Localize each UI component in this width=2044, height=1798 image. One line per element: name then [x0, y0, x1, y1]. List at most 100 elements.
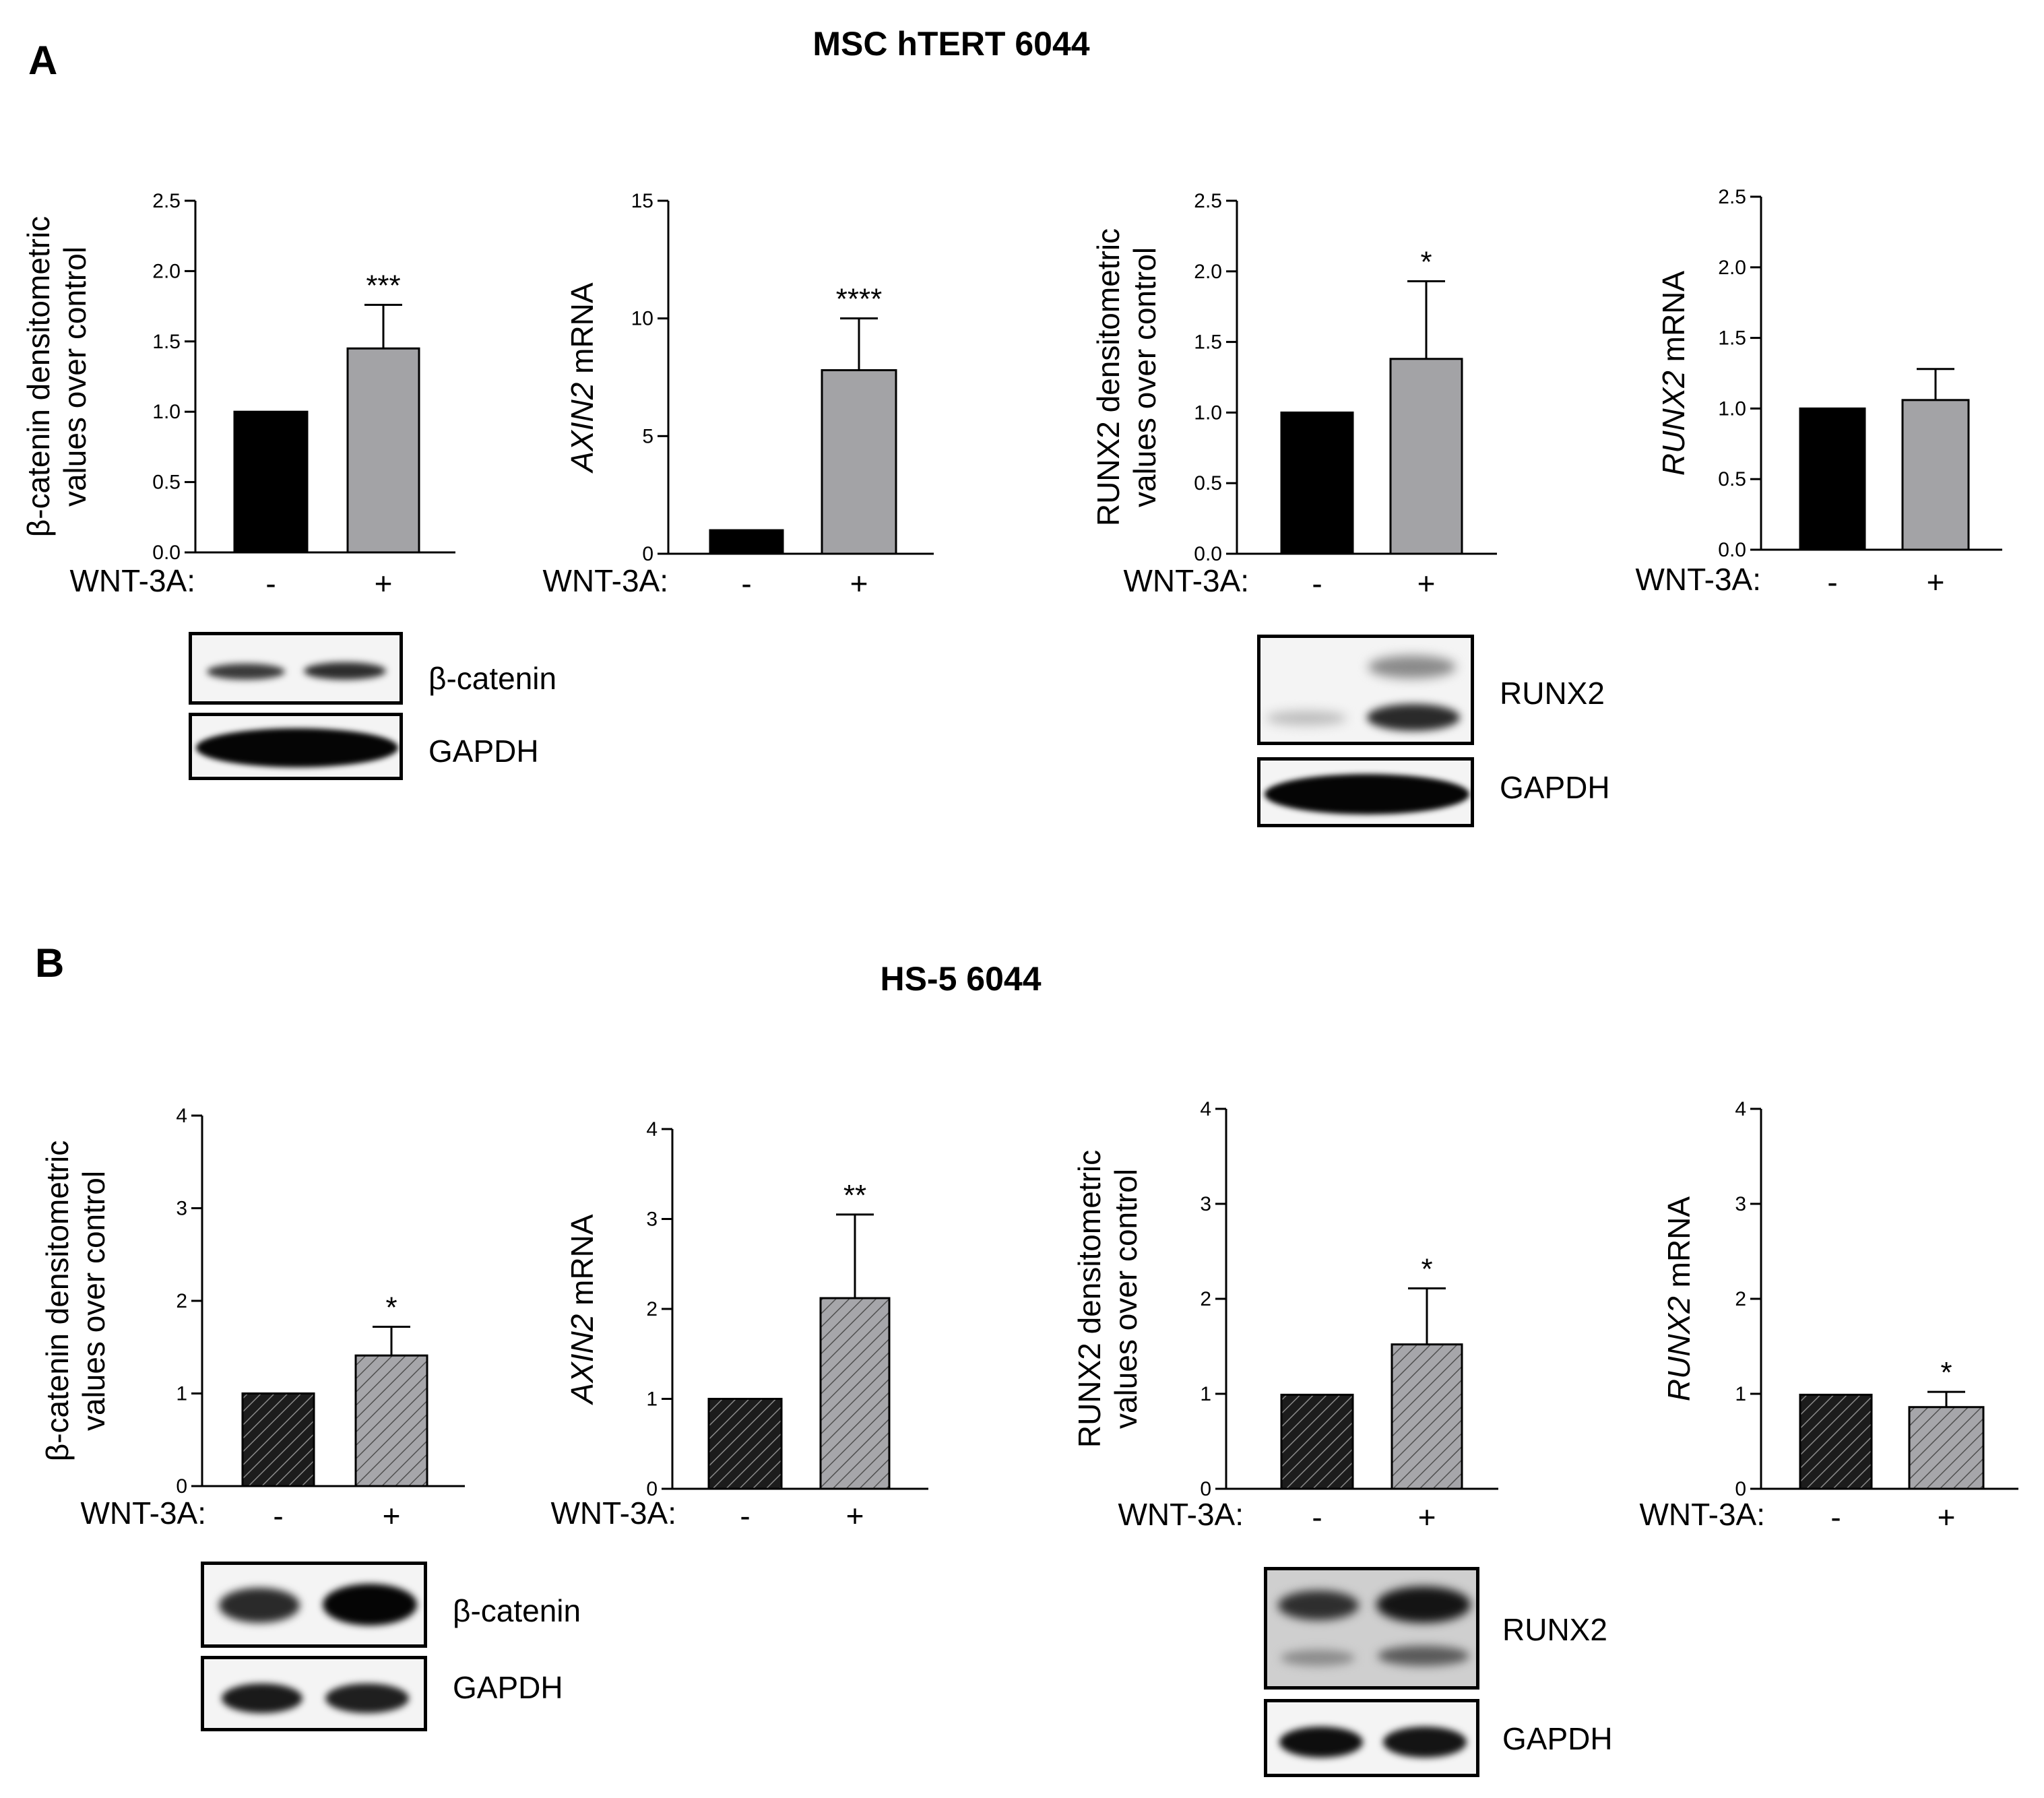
y-tick-label: 3 [1735, 1193, 1746, 1215]
bar-treated [1389, 358, 1463, 555]
y-axis-label: AXIN2 mRNA [565, 1214, 600, 1405]
y-tick-label: 0 [1735, 1478, 1746, 1500]
chart-3: 0.0 0.5 1.0 1.5 2.0 2.5 - * + WNT-3A: RUNX2 densit… [1091, 190, 1497, 601]
y-axis-label-gene: AXIN2 [565, 1314, 600, 1406]
blot-band [304, 662, 386, 680]
blot-band [1368, 655, 1456, 678]
y-tick-label: 0 [1200, 1478, 1211, 1500]
blot-label: GAPDH [1502, 1721, 1613, 1756]
blot-band-box [1264, 1699, 1479, 1777]
y-tick-label: 2 [1200, 1288, 1211, 1310]
blot-band-box [189, 713, 403, 780]
y-tick-label: 4 [1735, 1098, 1746, 1120]
y-tick-label: 4 [646, 1118, 658, 1141]
blot-band [1278, 1591, 1359, 1620]
y-tick-label: 5 [642, 425, 653, 447]
y-tick-label: 3 [1200, 1193, 1211, 1215]
chart-4: 0.0 0.5 1.0 1.5 2.0 2.5 - + WNT-3A: RUNX2 mRNA [1635, 186, 2002, 600]
bar-treated [1908, 1406, 1985, 1490]
blot-band-box [201, 1562, 427, 1648]
y-tick-label: 3 [176, 1198, 187, 1220]
significance-label: * [385, 1291, 397, 1324]
y-tick-label: 2.0 [1718, 257, 1746, 279]
y-axis-label-text: mRNA [565, 1214, 600, 1314]
blot-band [1376, 1586, 1471, 1623]
bar-treated [819, 1297, 891, 1490]
y-axis-label: RUNX2 mRNA [1661, 1196, 1696, 1401]
chart-5: 0 1 2 3 4 - * + WNT-3A:β-catenin densitometric va… [40, 1105, 465, 1533]
x-category-label: - [273, 1498, 283, 1533]
blot-label: β-catenin [453, 1593, 581, 1628]
y-tick-label: 1 [1735, 1383, 1746, 1405]
y-tick-label: 0 [646, 1478, 658, 1500]
blot-band-box [1257, 635, 1474, 745]
significance-label: * [1940, 1356, 1952, 1389]
x-category-label: - [1312, 566, 1322, 601]
blot-band-box [201, 1656, 427, 1731]
blot-band-box [189, 632, 403, 705]
chart-7: 0 1 2 3 4 - * + WNT-3A: RUNX2 densitometric values… [1072, 1098, 1498, 1535]
y-tick-label: 1.5 [1718, 327, 1746, 350]
x-category-label: + [1417, 566, 1436, 601]
blot-label: RUNX2 [1500, 676, 1605, 711]
y-axis-label: β-catenin densitometric [40, 1141, 75, 1461]
y-axis-label-text: β-catenin densitometric [21, 216, 56, 537]
charts-layer: 0.00.51.01.52.02.5-***+WNT-3A:β-catenin … [21, 186, 2018, 1535]
x-category-label: + [846, 1498, 864, 1533]
x-category-label: - [1830, 1500, 1841, 1535]
x-category-label: - [265, 566, 276, 601]
y-tick-label: 10 [631, 308, 653, 330]
blot-band [207, 664, 285, 680]
bar-control [1799, 407, 1866, 551]
x-axis-label: WNT-3A: [80, 1496, 206, 1531]
panel-b-letter: B [35, 940, 64, 986]
y-tick-label: 2.0 [1194, 261, 1222, 283]
significance-label: * [1420, 245, 1432, 278]
y-axis-label: values over control [57, 247, 92, 507]
y-tick-label: 15 [631, 190, 653, 212]
blot-band [222, 1683, 302, 1713]
panel-b-title: HS-5 6044 [880, 960, 1041, 998]
bar-treated [346, 347, 420, 554]
y-tick-label: 0.0 [1718, 539, 1746, 561]
y-axis-label-text: values over control [1127, 247, 1162, 507]
blot-band [323, 1584, 417, 1626]
y-tick-label: 2 [646, 1298, 658, 1320]
x-axis-label: WNT-3A: [542, 563, 668, 598]
blot-label: β-catenin [428, 661, 557, 696]
y-tick-label: 1.5 [152, 331, 181, 353]
blot-label: GAPDH [1500, 770, 1610, 805]
y-tick-label: 0.5 [1718, 468, 1746, 490]
y-axis-label-text: values over control [57, 247, 92, 507]
x-axis-label: WNT-3A: [1639, 1497, 1765, 1532]
bar-control [233, 410, 309, 554]
panel-a-title: MSC hTERT 6044 [812, 25, 1089, 63]
y-tick-label: 1.5 [1194, 331, 1222, 354]
bar-treated [354, 1354, 428, 1487]
y-axis-label-text: β-catenin densitometric [40, 1141, 75, 1461]
y-tick-label: 2 [1735, 1288, 1746, 1310]
chart-2: 0 5 10 15 - **** + WNT-3A: AXIN2 mRNA [542, 190, 934, 601]
x-category-label: + [1938, 1500, 1956, 1535]
blot-band [1279, 1727, 1363, 1758]
y-axis-label: AXIN2 mRNA [565, 282, 600, 474]
x-axis-label: WNT-3A: [1635, 562, 1761, 597]
x-category-label: - [741, 566, 751, 601]
y-tick-label: 1.0 [1194, 402, 1222, 424]
blot-label: GAPDH [428, 734, 539, 769]
x-category-label: + [1418, 1500, 1436, 1535]
blot-band [1266, 711, 1347, 726]
bar-control [1799, 1393, 1873, 1490]
x-category-label: + [375, 566, 393, 601]
blot-band [1281, 1650, 1355, 1666]
y-axis-label: values over control [76, 1171, 111, 1431]
y-tick-label: 0 [642, 543, 653, 565]
blot-band [1378, 1646, 1469, 1666]
y-tick-label: 3 [646, 1209, 658, 1231]
y-tick-label: 4 [1200, 1098, 1211, 1120]
blot-label: RUNX2 [1502, 1612, 1607, 1647]
y-tick-label: 2.0 [152, 260, 181, 282]
y-tick-label: 1 [1200, 1383, 1211, 1405]
y-axis-label: values over control [1127, 247, 1162, 507]
significance-label: **** [836, 283, 883, 316]
